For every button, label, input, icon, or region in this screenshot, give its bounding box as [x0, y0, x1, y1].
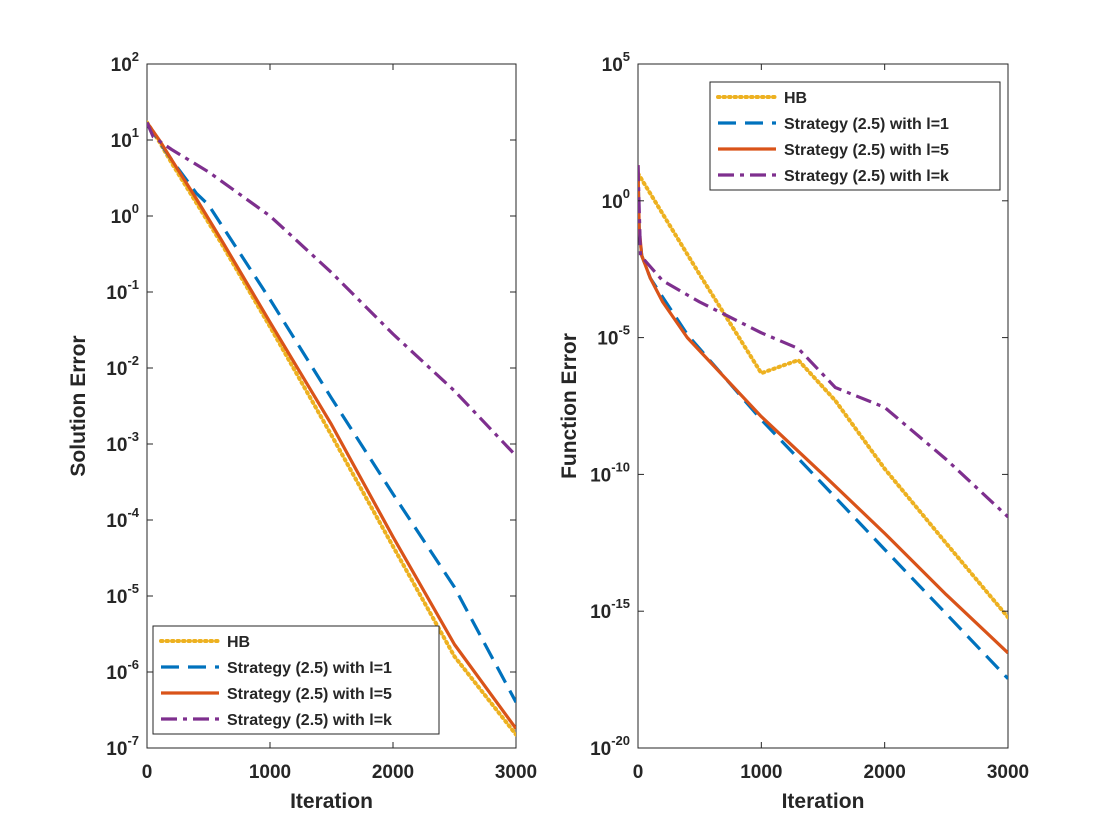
- x-tick-label: 0: [142, 762, 153, 783]
- series-group: [147, 120, 516, 737]
- series-line-1: [638, 171, 1008, 620]
- x-tick-label: 2000: [372, 762, 414, 783]
- y-tick-label: 10-4: [106, 505, 139, 532]
- x-tick-label: 0: [633, 762, 644, 783]
- y-tick-label: 100: [602, 186, 630, 213]
- x-tick-label: 1000: [740, 762, 782, 783]
- y-tick-label: 105: [602, 49, 630, 76]
- legend-label-1: HB: [784, 90, 807, 107]
- y-tick-label: 10-15: [590, 596, 630, 623]
- legend: HB Strategy (2.5) with l=1 Strategy (2.5) …: [152, 625, 440, 735]
- y-tick-label: 10-6: [106, 657, 139, 684]
- x-tick-label: 3000: [987, 762, 1029, 783]
- legend-label-2: Strategy (2.5) with l=1: [227, 660, 392, 677]
- y-tick-label: 10-5: [106, 581, 139, 608]
- y-axis-label: Solution Error: [67, 335, 90, 476]
- series-line-4: [638, 165, 1008, 519]
- legend: HB Strategy (2.5) with l=1 Strategy (2.5) …: [709, 81, 1001, 191]
- series-group: [638, 165, 1008, 680]
- legend-label-3: Strategy (2.5) with l=5: [227, 686, 392, 703]
- y-tick-label: 100: [111, 201, 139, 228]
- y-tick-label: 10-1: [106, 277, 139, 304]
- y-tick-label: 102: [111, 49, 139, 76]
- y-tick-label: 101: [111, 125, 139, 152]
- legend-label-4: Strategy (2.5) with l=k: [784, 168, 949, 185]
- series-line-3: [638, 165, 1008, 655]
- legend-label-4: Strategy (2.5) with l=k: [227, 712, 392, 729]
- y-tick-label: 10-5: [597, 323, 630, 350]
- legend-box: [152, 625, 440, 735]
- legend-label-3: Strategy (2.5) with l=5: [784, 142, 949, 159]
- chart-panel-2: 0 1000 2000 3000 10-20 10-15 10-10 10-5 100 105 It…: [558, 49, 1029, 813]
- y-tick-label: 10-20: [590, 733, 630, 760]
- y-axis-label: Function Error: [558, 333, 581, 479]
- y-tick-label: 10-10: [590, 459, 630, 486]
- series-line-3: [147, 121, 516, 730]
- x-axis-label: Iteration: [782, 790, 865, 813]
- x-tick-label: 1000: [249, 762, 291, 783]
- x-tick-label: 2000: [864, 762, 906, 783]
- legend-label-2: Strategy (2.5) with l=1: [784, 116, 949, 133]
- y-tick-label: 10-3: [106, 429, 139, 456]
- x-tick-label: 3000: [495, 762, 537, 783]
- y-tick-label: 10-2: [106, 353, 139, 380]
- chart-panel-1: 0 1000 2000 3000 10-7 10-6 10-5 10-4 10-3 10-2 10-…: [67, 49, 537, 813]
- y-tick-label: 10-7: [106, 733, 139, 760]
- series-line-4: [147, 121, 516, 457]
- x-axis-label: Iteration: [290, 790, 373, 813]
- legend-label-1: HB: [227, 634, 250, 651]
- legend-box: [709, 81, 1001, 191]
